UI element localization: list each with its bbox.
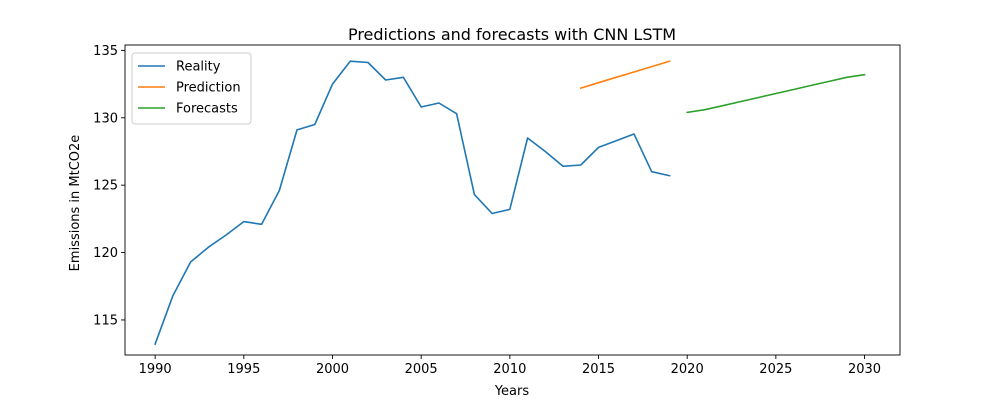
- series-line-forecasts: [686, 73, 866, 114]
- x-tick-label: 2005: [405, 362, 438, 377]
- y-tick-label: 115: [93, 313, 118, 328]
- x-tick-label: 2030: [848, 362, 881, 377]
- x-tick-label: 2025: [759, 362, 792, 377]
- y-tick-label: 120: [93, 246, 118, 261]
- legend-label: Forecasts: [176, 102, 238, 117]
- series-line-prediction: [579, 60, 671, 90]
- y-tick-label: 130: [93, 111, 118, 126]
- legend: Reality Prediction Forecasts: [131, 52, 252, 125]
- y-tick-label: 125: [93, 179, 118, 194]
- x-tick-label: 2020: [671, 362, 704, 377]
- series-line-reality: [154, 60, 671, 346]
- plot-area: 1990 1995 2000 2005 2010 2015 2020 2025 2030 115 1…: [93, 44, 901, 377]
- legend-box: [131, 52, 252, 125]
- y-tick-label: 135: [93, 44, 118, 59]
- x-tick-label: 2015: [582, 362, 615, 377]
- x-axis-label: Years: [494, 384, 530, 399]
- y-axis-label: Emissions in MtCO2e: [68, 135, 83, 272]
- legend-label: Reality: [176, 60, 221, 75]
- x-tick-label: 2010: [493, 362, 526, 377]
- legend-label: Prediction: [176, 81, 241, 96]
- x-tick-label: 1990: [139, 362, 172, 377]
- x-tick-label: 1995: [227, 362, 260, 377]
- axes-frame: [124, 44, 901, 356]
- x-tick-label: 2000: [316, 362, 349, 377]
- chart-title: Predictions and forecasts with CNN LSTM: [348, 25, 676, 44]
